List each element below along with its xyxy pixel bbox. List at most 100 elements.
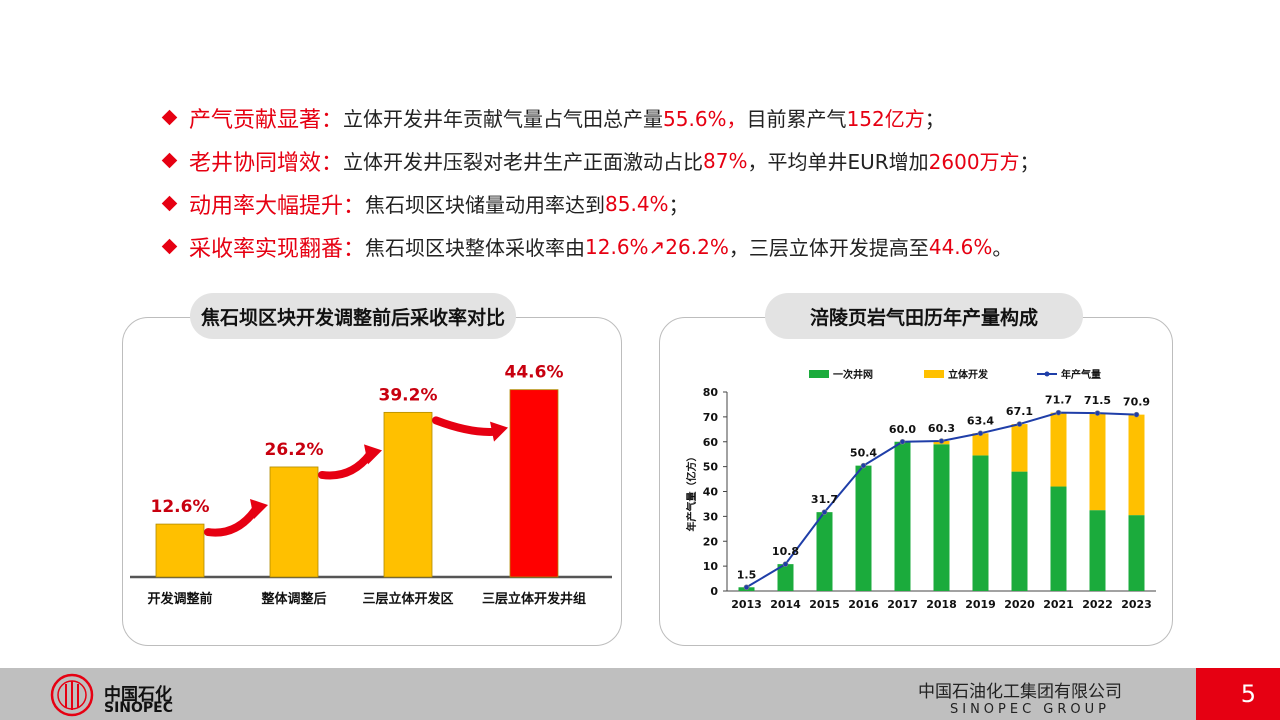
x-tick-label: 2021 [1043,598,1074,611]
bullet-highlight: 152亿方 [846,107,925,131]
line-value-label: 50.4 [850,447,877,460]
line-point [1133,411,1140,418]
diamond-bullet-icon [161,152,178,169]
y-tick-label: 60 [703,436,719,449]
y-tick-label: 20 [703,535,719,548]
line-point [743,584,750,591]
page-number-box: 5 [1196,668,1280,720]
bullet-text: ，平均单井EUR增加 [747,150,929,174]
bullet-text: ； [924,107,945,131]
line-value-label: 60.3 [928,422,955,435]
bullet-text: 立体开发井年贡献气量占气田总产量 [343,107,664,131]
bar-stereo-dev-2019 [972,433,989,456]
bullet-highlight: 85.4% [605,191,669,216]
bullet-item: 动用率大幅提升： 焦石坝区块储量动用率达到 85.4% ； [160,182,1160,225]
x-tick-label: 2023 [1121,598,1152,611]
bullet-text: ； [668,193,689,217]
bar-primary-grid-2020 [1011,471,1028,591]
line-point [977,430,984,437]
y-axis-label: 年产气量（亿方） [685,452,698,532]
bar-primary-grid-2023 [1128,515,1145,591]
bar-value-label: 39.2% [379,385,438,405]
bar-primary-grid-2017 [894,441,911,591]
diamond-bullet-icon [161,195,178,212]
growth-arrow-head [364,444,382,465]
line-point [1094,410,1101,416]
line-value-label: 60.0 [889,423,916,436]
bullet-item: 老井协同增效： 立体开发井压裂对老井生产正面激动占比 87% ，平均单井EUR增… [160,139,1160,182]
footer-bar [0,668,1280,720]
bar-stereo-dev-2021 [1050,412,1067,487]
growth-arrow-head [250,498,268,519]
bar-2 [269,466,319,578]
diamond-bullet-icon [161,238,178,255]
y-tick-label: 10 [703,560,719,573]
bullet-highlight: 12.6%↗26.2% [585,234,729,259]
logo-chinese-name: 中国石化 [104,685,172,705]
sinopec-logo-icon [50,673,94,717]
recovery-bar-chart: 12.6% 开发调整前 26.2% 整体调整后 39.2% 三层立体开发区 44.6% 三层立… [130,363,612,607]
line-value-label: 1.5 [737,568,757,581]
bar-primary-grid-2018 [933,444,950,591]
bullet-keyword: 产气贡献显著： [189,107,344,133]
line-point [821,509,828,515]
x-tick-label: 2019 [965,598,996,611]
x-tick-label: 2013 [731,598,762,611]
bullet-item: 产气贡献显著： 立体开发井年贡献气量占气田总产量 55.6%， 目前累产气 15… [160,96,1160,139]
y-tick-label: 50 [703,461,719,474]
recovery-chart-title: 焦石坝区块开发调整前后采收率对比 [190,293,516,339]
bar-primary-grid-2016 [855,465,872,591]
growth-arrow [432,416,500,436]
y-tick-label: 0 [710,585,718,598]
x-tick-label: 2017 [887,598,918,611]
bar-4 [509,389,559,578]
bar-primary-grid-2019 [972,455,989,591]
bar-stereo-dev-2023 [1128,414,1145,516]
logo-english-name: SINOPEC [104,700,174,716]
y-tick-label: 30 [703,510,719,523]
bullet-highlight: 87% [703,148,748,173]
category-label: 开发调整前 [147,591,212,607]
x-tick-label: 2014 [770,598,801,611]
legend-swatch-stereo-dev [924,370,944,378]
x-tick-label: 2022 [1082,598,1113,611]
bullet-highlight: 44.6% [928,234,993,259]
bar-primary-grid-2022 [1089,510,1106,591]
bullet-text: ； [1019,150,1040,174]
company-english-name: SINOPEC GROUP [950,702,1110,717]
legend-swatch-primary-grid [809,370,829,378]
line-point [1055,409,1062,416]
bullet-text: ，三层立体开发提高至 [728,236,929,260]
line-point [782,561,789,567]
y-tick-label: 40 [703,486,719,499]
bullet-keyword: 老井协同增效： [189,150,344,176]
growth-arrow [318,450,374,480]
bullet-text: 焦石坝区块整体采收率由 [365,236,586,260]
line-value-label: 71.5 [1084,394,1111,407]
line-point [860,462,867,469]
legend-label: 立体开发 [948,368,989,381]
bullet-text: 。 [992,236,1013,260]
x-tick-label: 2016 [848,598,879,611]
line-value-label: 70.9 [1123,396,1150,409]
bar-primary-grid-2021 [1050,486,1067,591]
company-chinese-name: 中国石油化工集团有限公司 [918,682,1122,702]
line-value-label: 31.7 [811,493,838,506]
bar-primary-grid-2014 [777,564,794,591]
growth-arrow [204,504,260,537]
line-point [938,438,945,444]
bar-3 [383,411,433,578]
line-point [899,438,906,445]
line-point [1016,421,1023,427]
category-label: 整体调整后 [260,591,326,607]
bullet-highlight: 2600万方 [928,150,1020,174]
bar-stereo-dev-2020 [1011,424,1028,472]
diamond-bullet-icon [161,109,178,126]
line-value-label: 10.8 [772,545,799,558]
bar-value-label: 26.2% [265,440,324,460]
bar-value-label: 12.6% [151,497,210,517]
category-label: 三层立体开发区 [362,591,453,607]
legend-label: 年产气量 [1061,368,1101,381]
line-value-label: 63.4 [967,414,994,427]
growth-arrow-head [490,421,508,442]
